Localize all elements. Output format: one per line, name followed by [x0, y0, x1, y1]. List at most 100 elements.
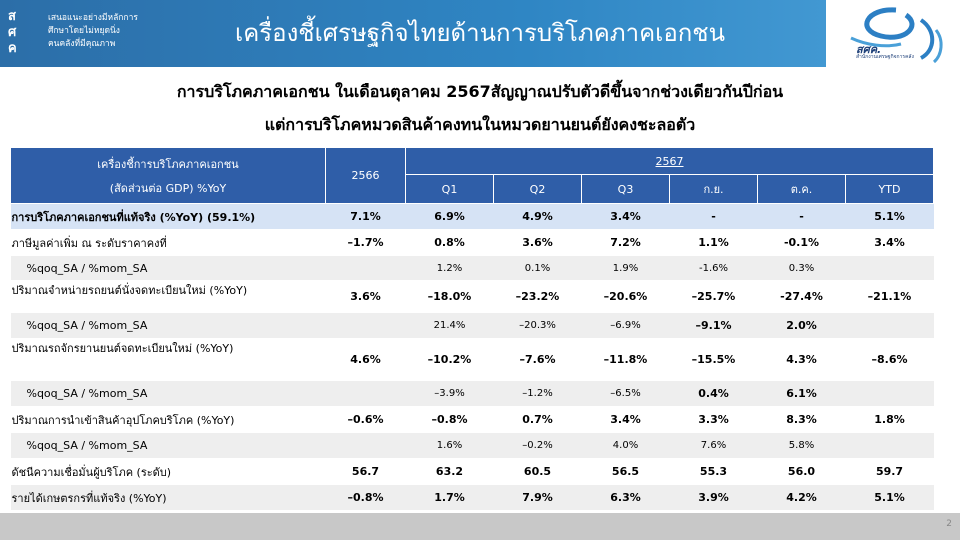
indicator-column-header: เครื่องชี้การบริโภคภาคเอกชน (สัดส่วนต่อ … — [10, 147, 326, 204]
value-2566: 4.6% — [325, 338, 406, 381]
value-cell: –7.6% — [493, 338, 582, 381]
value-cell: - — [669, 203, 758, 230]
sub-column-header: Q1 — [405, 174, 494, 204]
value-cell: –0.8% — [405, 406, 494, 433]
consumption-indicators-table: เครื่องชี้การบริโภคภาคเอกชน (สัดส่วนต่อ … — [10, 147, 935, 511]
value-2566 — [325, 432, 406, 459]
year-2567-label: 2567 — [655, 154, 684, 168]
value-cell: 1.1% — [669, 229, 758, 256]
brand-name: สศค. — [856, 43, 882, 56]
value-cell: 3.4% — [581, 203, 670, 230]
value-cell: 21.4% — [405, 312, 494, 339]
table-row: การบริโภคภาคเอกชนที่แท้จริง (%YoY) (59.1… — [10, 203, 934, 230]
value-cell: 0.3% — [757, 255, 846, 281]
table-subrow: %qoq_SA / %mom_SA 21.4% –20.3% –6.9% –9.1% 2.… — [10, 312, 934, 339]
value-cell: –25.7% — [669, 280, 758, 313]
value-cell — [845, 380, 934, 407]
row-label: %qoq_SA / %mom_SA — [10, 432, 326, 459]
table-subrow: %qoq_SA / %mom_SA –3.9% –1.2% –6.5% 0.4% 6.1% — [10, 380, 934, 407]
value-cell: -0.1% — [757, 229, 846, 256]
table-row: ดัชนีความเชื่อมั่นผู้บริโภค (ระดับ) 56.7 6… — [10, 458, 934, 485]
row-label: การบริโภคภาคเอกชนที่แท้จริง (%YoY) (59.1… — [10, 203, 326, 230]
value-cell: –1.2% — [493, 380, 582, 407]
left-logo: ส ศ ค — [8, 10, 44, 58]
value-cell: 0.1% — [493, 255, 582, 281]
value-cell: 0.7% — [493, 406, 582, 433]
value-cell: - — [757, 203, 846, 230]
value-cell: 3.6% — [493, 229, 582, 256]
value-cell: 5.1% — [845, 484, 934, 511]
value-cell: –6.5% — [581, 380, 670, 407]
value-2566: 3.6% — [325, 280, 406, 313]
row-label: ภาษีมูลค่าเพิ่ม ณ ระดับราคาคงที่ — [10, 229, 326, 256]
value-cell: 1.2% — [405, 255, 494, 281]
value-cell: 63.2 — [405, 458, 494, 485]
value-2566 — [325, 380, 406, 407]
value-cell: 4.3% — [757, 338, 846, 381]
value-cell: 8.3% — [757, 406, 846, 433]
table-row: ปริมาณรถจักรยานยนต์จดทะเบียนใหม่ (%YoY) 4… — [10, 338, 934, 381]
value-cell: 3.9% — [669, 484, 758, 511]
value-2566: –0.8% — [325, 484, 406, 511]
value-cell: -1.6% — [669, 255, 758, 281]
value-2566 — [325, 312, 406, 339]
value-cell: 55.3 — [669, 458, 758, 485]
table-row: ภาษีมูลค่าเพิ่ม ณ ระดับราคาคงที่ –1.7% 0.8… — [10, 229, 934, 256]
page-title: เครื่องชี้เศรษฐกิจไทยด้านการบริโภคภาคเอก… — [235, 19, 725, 47]
value-cell: 0.4% — [669, 380, 758, 407]
sub-column-header: Q3 — [581, 174, 670, 204]
value-cell — [845, 312, 934, 339]
value-cell: 60.5 — [493, 458, 582, 485]
logo-tagline: เสนอแนะอย่างมีหลักการ ศึกษาโดยไม่หยุดนิ่… — [48, 12, 208, 51]
value-cell: –10.2% — [405, 338, 494, 381]
value-cell: 1.6% — [405, 432, 494, 459]
sub-column-header-row: Q1 Q2 Q3 ก.ย. ต.ค. YTD — [11, 174, 935, 204]
table-row: ปริมาณจำหน่ายรถยนต์นั่งจดทะเบียนใหม่ (%Y… — [10, 280, 934, 313]
row-label: %qoq_SA / %mom_SA — [10, 380, 326, 407]
value-cell: 7.2% — [581, 229, 670, 256]
row-label: %qoq_SA / %mom_SA — [10, 312, 326, 339]
value-cell: 3.3% — [669, 406, 758, 433]
table-subrow: %qoq_SA / %mom_SA 1.6% –0.2% 4.0% 7.6% 5.8% — [10, 432, 934, 459]
value-cell: –8.6% — [845, 338, 934, 381]
value-cell: 7.6% — [669, 432, 758, 459]
value-cell: 56.5 — [581, 458, 670, 485]
headline-line-2: แต่การบริโภคหมวดสินค้าคงทนในหมวดยานยนต์ย… — [264, 115, 696, 134]
value-2566: –0.6% — [325, 406, 406, 433]
sub-column-header: YTD — [844, 174, 935, 204]
year-2566-header: 2566 — [325, 147, 406, 204]
headline-line-1: การบริโภคภาคเอกชน ในเดือนตุลาคม 2567สัญญ… — [176, 82, 784, 101]
value-cell: 4.0% — [581, 432, 670, 459]
table-row: ปริมาณการนำเข้าสินค้าอุปโภคบริโภค (%YoY)… — [10, 406, 934, 433]
table-row: รายได้เกษตรกรที่แท้จริง (%YoY) –0.8% 1.7% 7… — [10, 484, 934, 511]
value-cell: -27.4% — [757, 280, 846, 313]
value-cell: –23.2% — [493, 280, 582, 313]
value-cell: –11.8% — [581, 338, 670, 381]
value-cell: –18.0% — [405, 280, 494, 313]
row-label: รายได้เกษตรกรที่แท้จริง (%YoY) — [10, 484, 326, 511]
footer-bar — [0, 513, 960, 540]
value-cell: 1.7% — [405, 484, 494, 511]
value-2566: 56.7 — [325, 458, 406, 485]
header-banner: ส ศ ค เสนอแนะอย่างมีหลักการ ศึกษาโดยไม่ห… — [0, 0, 960, 67]
value-cell: 6.1% — [757, 380, 846, 407]
value-cell: 6.3% — [581, 484, 670, 511]
indicator-header-line-2: (สัดส่วนต่อ GDP) %YoY — [109, 181, 227, 195]
brand-subtitle: สำนักงานเศรษฐกิจการคลัง — [856, 54, 914, 60]
value-2566: –1.7% — [325, 229, 406, 256]
swirl-logo-icon — [850, 7, 943, 64]
row-label: ปริมาณจำหน่ายรถยนต์นั่งจดทะเบียนใหม่ (%Y… — [10, 280, 326, 313]
logo-line-2: ศึกษาโดยไม่หยุดนิ่ง — [48, 26, 120, 36]
logo-mark-3: ค — [8, 41, 17, 56]
value-cell: –0.2% — [493, 432, 582, 459]
value-cell: –20.6% — [581, 280, 670, 313]
row-label: ปริมาณรถจักรยานยนต์จดทะเบียนใหม่ (%YoY) — [10, 338, 326, 381]
sub-column-header: Q2 — [493, 174, 582, 204]
value-cell: 5.8% — [757, 432, 846, 459]
value-cell: –20.3% — [493, 312, 582, 339]
value-cell: 3.4% — [845, 229, 934, 256]
logo-mark-2: ศ — [8, 25, 17, 40]
row-label: %qoq_SA / %mom_SA — [10, 255, 326, 281]
value-cell — [845, 255, 934, 281]
year-2567-header: 2567 — [404, 147, 935, 175]
